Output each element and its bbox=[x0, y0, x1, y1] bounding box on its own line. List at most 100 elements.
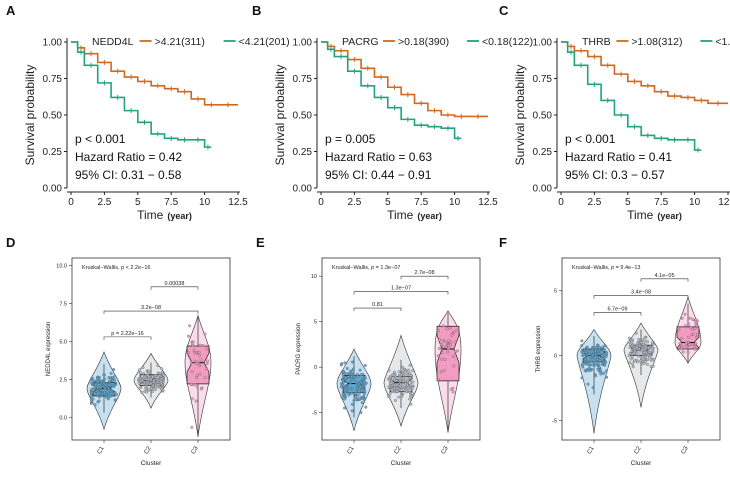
panel-label: A bbox=[6, 3, 16, 18]
data-point bbox=[627, 340, 631, 344]
data-point bbox=[631, 362, 634, 366]
data-point bbox=[189, 382, 193, 386]
x-tick-label: C3 bbox=[681, 445, 690, 455]
data-point bbox=[598, 352, 602, 356]
stat-annotation: p < 0.001 bbox=[75, 132, 126, 146]
data-point bbox=[399, 373, 403, 377]
data-point bbox=[149, 381, 153, 385]
x-tick-label: 7.5 bbox=[654, 197, 668, 208]
data-point bbox=[347, 386, 351, 390]
stat-annotation: Hazard Ratio = 0.42 bbox=[75, 150, 182, 164]
data-point bbox=[147, 388, 150, 392]
data-point bbox=[107, 383, 111, 387]
data-point bbox=[455, 328, 459, 332]
data-point bbox=[635, 346, 639, 350]
data-point bbox=[602, 371, 605, 375]
y-tick-label: 0.00 bbox=[293, 184, 313, 195]
data-point bbox=[341, 380, 345, 384]
data-point bbox=[193, 383, 197, 386]
panel-label: D bbox=[6, 235, 15, 250]
data-point bbox=[408, 397, 412, 401]
data-point bbox=[343, 391, 347, 395]
y-tick-label: 0.00 bbox=[533, 184, 553, 195]
significance-bracket bbox=[640, 278, 689, 282]
data-point bbox=[151, 375, 155, 379]
data-point bbox=[360, 401, 364, 405]
data-point bbox=[162, 373, 165, 377]
data-point bbox=[138, 377, 142, 381]
bracket-label: 4.1e−05 bbox=[654, 273, 674, 279]
data-point bbox=[409, 402, 413, 406]
data-point bbox=[343, 406, 347, 410]
data-point bbox=[103, 377, 107, 381]
bracket-label: 6.7e−09 bbox=[607, 307, 627, 313]
data-point bbox=[602, 348, 606, 352]
data-point bbox=[401, 376, 405, 380]
data-point bbox=[354, 381, 358, 385]
data-point bbox=[685, 344, 689, 348]
data-point bbox=[406, 386, 410, 390]
data-point bbox=[603, 363, 607, 367]
data-point bbox=[153, 374, 157, 378]
data-point bbox=[437, 328, 440, 332]
y-tick-label: 1.00 bbox=[43, 38, 63, 49]
km-curve-low bbox=[561, 41, 702, 151]
x-axis-label-main: Time bbox=[627, 208, 654, 222]
y-axis-label: PACRG expression bbox=[296, 323, 302, 375]
data-point bbox=[411, 369, 415, 373]
data-point bbox=[390, 384, 394, 387]
data-point bbox=[160, 377, 163, 381]
y-tick-label: 0.50 bbox=[43, 111, 63, 122]
data-point bbox=[650, 350, 654, 353]
data-point bbox=[456, 349, 459, 353]
x-axis-unit: (year) bbox=[417, 211, 442, 221]
x-tick-label: C1 bbox=[97, 445, 106, 455]
data-point bbox=[161, 389, 165, 392]
data-point bbox=[151, 390, 154, 393]
x-tick-label: C1 bbox=[587, 445, 596, 455]
data-point bbox=[160, 371, 164, 374]
data-point bbox=[593, 360, 597, 364]
y-tick-label: 0.75 bbox=[533, 74, 553, 85]
y-tick-label: 5.0 bbox=[59, 339, 67, 345]
data-point bbox=[684, 324, 687, 328]
data-point bbox=[605, 375, 609, 379]
data-point bbox=[628, 361, 631, 365]
data-point bbox=[680, 347, 684, 351]
data-point bbox=[114, 392, 118, 396]
data-point bbox=[586, 349, 590, 353]
data-point bbox=[641, 338, 645, 342]
data-point bbox=[146, 382, 149, 386]
data-point bbox=[358, 385, 362, 389]
data-point bbox=[105, 395, 109, 399]
x-tick-label: 7.5 bbox=[164, 197, 178, 208]
data-point bbox=[205, 367, 209, 371]
legend-entry: >0.18(390) bbox=[398, 36, 449, 48]
data-point bbox=[149, 377, 153, 381]
x-tick-label: 0 bbox=[558, 197, 564, 208]
data-point bbox=[452, 354, 455, 358]
data-point bbox=[439, 342, 443, 346]
data-point bbox=[194, 399, 198, 403]
data-point bbox=[627, 354, 631, 358]
y-axis-label: Survival probability bbox=[23, 65, 37, 166]
data-point bbox=[601, 352, 605, 356]
km-panel-a: A 0.00 0.25 0.50 0.75 1.00 0 2.5 5 7.5 10 12.5 Survi… bbox=[6, 3, 290, 222]
data-point bbox=[349, 370, 352, 373]
bracket-label: 0.00038 bbox=[165, 281, 185, 287]
data-point bbox=[443, 357, 447, 361]
data-point bbox=[393, 399, 397, 402]
km-panel-b: B 0.00 0.25 0.50 0.75 1.00 0 2.5 5 7.5 10 12.5 Survi… bbox=[252, 3, 533, 222]
data-point bbox=[106, 386, 110, 390]
km-curve-low bbox=[71, 41, 212, 148]
data-point bbox=[589, 368, 593, 372]
data-point bbox=[581, 350, 585, 354]
kruskal-label: Kruskal−Wallis, p = 9.4e−13 bbox=[572, 265, 640, 271]
data-point bbox=[113, 383, 117, 387]
data-point bbox=[633, 347, 637, 351]
data-point bbox=[598, 355, 601, 359]
data-point bbox=[411, 380, 415, 384]
data-point bbox=[340, 395, 344, 399]
y-tick-label: 0.25 bbox=[43, 147, 63, 158]
